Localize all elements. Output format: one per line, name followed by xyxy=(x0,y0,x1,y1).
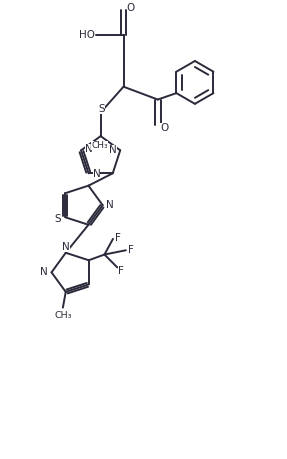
Text: N: N xyxy=(85,144,93,154)
Text: HO: HO xyxy=(79,30,95,40)
Text: N: N xyxy=(63,241,70,252)
Text: CH₃: CH₃ xyxy=(91,140,108,150)
Text: S: S xyxy=(54,214,61,224)
Text: N: N xyxy=(93,169,100,179)
Text: F: F xyxy=(115,233,121,243)
Text: N: N xyxy=(40,267,47,277)
Text: O: O xyxy=(127,3,135,13)
Text: N: N xyxy=(106,200,114,210)
Text: F: F xyxy=(128,245,134,255)
Text: O: O xyxy=(160,123,168,133)
Text: F: F xyxy=(118,266,124,276)
Text: S: S xyxy=(98,104,104,114)
Text: CH₃: CH₃ xyxy=(54,311,72,320)
Text: N: N xyxy=(109,146,117,155)
